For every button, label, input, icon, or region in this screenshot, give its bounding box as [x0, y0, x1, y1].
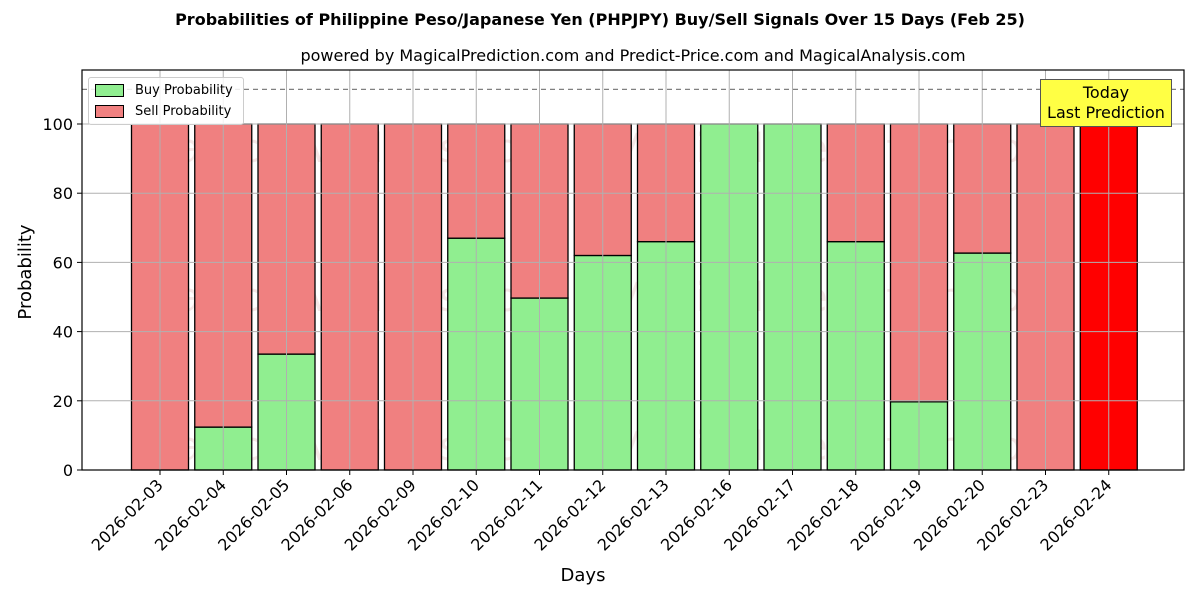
today-annotation-line2: Last Prediction — [1047, 103, 1165, 122]
y-tick-label: 40 — [53, 323, 73, 342]
y-axis-title: Probability — [15, 224, 36, 319]
legend-sell-label: Sell Probability — [135, 103, 232, 119]
buy-swatch-icon — [95, 83, 124, 97]
chart-subtitle: powered by MagicalPrediction.com and Pre… — [300, 46, 966, 65]
y-tick-label: 60 — [53, 253, 73, 272]
legend-buy-label: Buy Probability — [135, 82, 233, 98]
y-tick-label: 100 — [42, 115, 73, 134]
y-tick-label: 0 — [63, 461, 73, 480]
today-annotation: Today Last Prediction — [1040, 79, 1172, 127]
legend: Buy Probability Sell Probability — [88, 77, 244, 125]
sell-swatch-icon — [95, 104, 124, 118]
x-axis-title: Days — [561, 565, 606, 586]
y-tick-label: 20 — [53, 392, 73, 411]
y-tick-label: 80 — [53, 184, 73, 203]
today-annotation-line1: Today — [1082, 83, 1130, 102]
legend-item-sell: Sell Probability — [95, 102, 231, 120]
chart-title: Probabilities of Philippine Peso/Japanes… — [175, 10, 1025, 29]
plot-frame — [81, 69, 1185, 471]
legend-item-buy: Buy Probability — [95, 81, 233, 99]
